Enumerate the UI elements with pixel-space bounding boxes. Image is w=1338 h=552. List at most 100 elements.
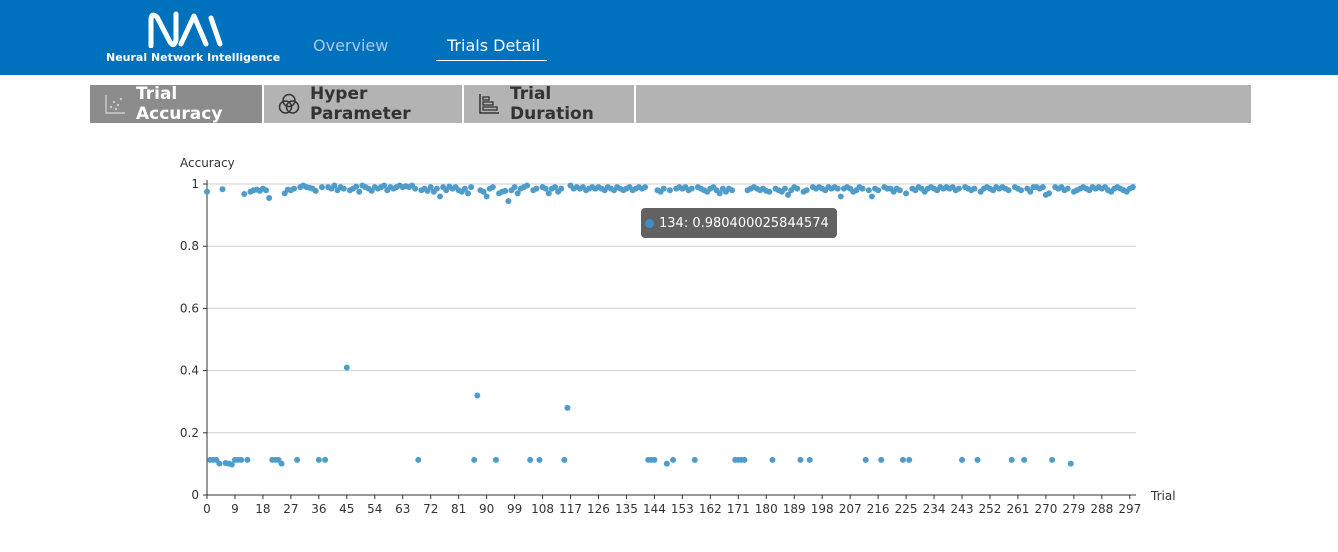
data-point[interactable]	[551, 184, 558, 191]
data-point[interactable]	[331, 182, 338, 189]
data-point[interactable]	[803, 187, 810, 194]
data-point[interactable]	[468, 184, 475, 191]
data-point[interactable]	[1067, 460, 1074, 467]
data-point[interactable]	[1049, 456, 1056, 463]
data-point[interactable]	[489, 184, 496, 191]
data-point[interactable]	[505, 198, 512, 205]
data-point[interactable]	[219, 186, 226, 193]
data-point[interactable]	[797, 456, 804, 463]
data-point[interactable]	[241, 190, 248, 197]
data-point[interactable]	[266, 194, 273, 201]
data-point[interactable]	[561, 456, 568, 463]
data-point[interactable]	[716, 190, 723, 197]
tab-trial-duration[interactable]: Trial Duration	[464, 84, 636, 124]
data-point[interactable]	[542, 185, 549, 192]
data-point[interactable]	[1021, 456, 1028, 463]
data-point[interactable]	[415, 456, 422, 463]
data-point[interactable]	[461, 185, 468, 192]
data-point[interactable]	[903, 190, 910, 197]
data-point[interactable]	[356, 188, 363, 195]
data-point[interactable]	[381, 182, 388, 189]
data-point[interactable]	[899, 456, 906, 463]
data-point[interactable]	[228, 461, 235, 468]
data-point[interactable]	[974, 456, 981, 463]
data-point[interactable]	[868, 193, 875, 200]
data-point[interactable]	[294, 456, 301, 463]
nav-trials-detail[interactable]: Trials Detail	[447, 36, 541, 55]
data-point[interactable]	[955, 185, 962, 192]
data-point[interactable]	[511, 184, 518, 191]
data-point[interactable]	[1064, 185, 1071, 192]
data-point[interactable]	[278, 460, 285, 467]
data-point[interactable]	[642, 184, 649, 191]
data-point[interactable]	[427, 184, 434, 191]
data-point[interactable]	[837, 193, 844, 200]
data-point[interactable]	[1008, 456, 1015, 463]
data-point[interactable]	[660, 185, 667, 192]
data-point[interactable]	[663, 460, 670, 467]
data-point[interactable]	[558, 185, 565, 192]
data-point[interactable]	[433, 185, 440, 192]
data-point[interactable]	[766, 188, 773, 195]
data-point[interactable]	[204, 188, 210, 195]
data-point[interactable]	[769, 456, 776, 463]
data-point[interactable]	[524, 182, 531, 189]
data-point[interactable]	[527, 456, 534, 463]
data-point[interactable]	[794, 185, 801, 192]
data-point[interactable]	[1027, 188, 1034, 195]
data-point[interactable]	[688, 185, 695, 192]
data-point[interactable]	[340, 185, 347, 192]
data-point[interactable]	[834, 185, 841, 192]
data-point[interactable]	[670, 456, 677, 463]
data-point[interactable]	[806, 456, 813, 463]
data-point[interactable]	[971, 185, 978, 192]
data-point[interactable]	[729, 187, 736, 194]
data-point[interactable]	[216, 460, 223, 467]
data-point[interactable]	[502, 187, 509, 194]
data-point[interactable]	[741, 456, 748, 463]
data-point[interactable]	[691, 456, 698, 463]
data-point[interactable]	[1046, 190, 1053, 197]
data-point[interactable]	[343, 364, 350, 371]
nav-overview[interactable]: Overview	[313, 36, 389, 55]
data-point[interactable]	[263, 187, 270, 194]
tab-trial-accuracy[interactable]: Trial Accuracy	[90, 84, 264, 124]
data-point[interactable]	[785, 191, 792, 198]
data-point[interactable]	[862, 456, 869, 463]
data-point[interactable]	[906, 456, 913, 463]
data-point[interactable]	[318, 184, 325, 191]
tab-hyper-parameter[interactable]: Hyper Parameter	[264, 84, 464, 124]
data-point[interactable]	[315, 456, 322, 463]
data-point[interactable]	[859, 185, 866, 192]
data-point[interactable]	[290, 185, 297, 192]
data-point[interactable]	[865, 187, 872, 194]
data-point[interactable]	[312, 187, 319, 194]
data-point[interactable]	[878, 456, 885, 463]
data-point[interactable]	[1005, 187, 1012, 194]
data-point[interactable]	[1129, 184, 1136, 191]
data-point[interactable]	[545, 190, 552, 197]
data-point[interactable]	[471, 456, 478, 463]
data-point[interactable]	[666, 187, 673, 194]
data-point[interactable]	[533, 185, 540, 192]
data-point[interactable]	[474, 392, 481, 399]
data-point[interactable]	[492, 456, 499, 463]
data-point[interactable]	[875, 187, 882, 194]
data-point[interactable]	[564, 404, 571, 411]
data-point[interactable]	[1018, 187, 1025, 194]
data-point[interactable]	[1039, 184, 1046, 191]
data-point[interactable]	[514, 190, 521, 197]
data-point[interactable]	[412, 185, 419, 192]
nni-logo[interactable]: Neural Network Intelligence	[106, 6, 280, 68]
data-point[interactable]	[244, 456, 251, 463]
data-point[interactable]	[353, 183, 360, 190]
data-point[interactable]	[483, 193, 490, 200]
data-point[interactable]	[651, 456, 658, 463]
data-point[interactable]	[322, 456, 329, 463]
data-point[interactable]	[464, 190, 471, 197]
data-point[interactable]	[480, 188, 487, 195]
data-point[interactable]	[536, 456, 543, 463]
data-point[interactable]	[238, 456, 245, 463]
data-point[interactable]	[896, 187, 903, 194]
